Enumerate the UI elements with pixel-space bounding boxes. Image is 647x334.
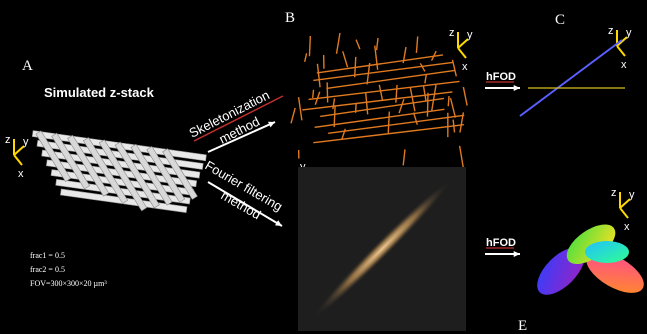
axis-label: y	[467, 29, 473, 41]
axis-label: x	[18, 168, 24, 180]
axis-label: y	[629, 189, 635, 201]
skeleton-strand	[356, 103, 357, 113]
skeleton-strand	[327, 82, 328, 102]
axis-label: x	[621, 59, 627, 71]
axis-label: x	[624, 221, 630, 233]
skeleton-strand	[309, 36, 310, 56]
axis-label: x	[462, 61, 468, 73]
axis-label: y	[23, 136, 29, 148]
parameter: frac1 = 0.5	[30, 251, 65, 260]
arrow-label: hFOD	[486, 71, 516, 83]
panel-label: E	[518, 318, 527, 334]
axis-label: z	[449, 27, 455, 39]
panel-label: A	[22, 58, 33, 74]
arrow-label: hFOD	[486, 237, 516, 249]
parameter: frac2 = 0.5	[30, 265, 65, 274]
axis-label: z	[608, 25, 614, 37]
skeleton-strand	[334, 105, 335, 127]
skeleton-strand	[448, 96, 449, 106]
panel-label: C	[555, 12, 565, 28]
skeleton-strand	[427, 93, 428, 117]
panel-label: B	[285, 10, 295, 26]
panel-title: Simulated z-stack	[44, 85, 155, 100]
axis-label: z	[5, 134, 11, 146]
fod-lobe	[585, 241, 629, 263]
figure: ABCDEzyxzyxzyxyxzyxSimulated z-stackfrac…	[0, 0, 647, 334]
axis-label: y	[626, 27, 632, 39]
skeleton-strand	[313, 90, 314, 98]
axis-label: z	[611, 187, 617, 199]
parameter: FOV=300×300×20 µm³	[30, 279, 107, 288]
